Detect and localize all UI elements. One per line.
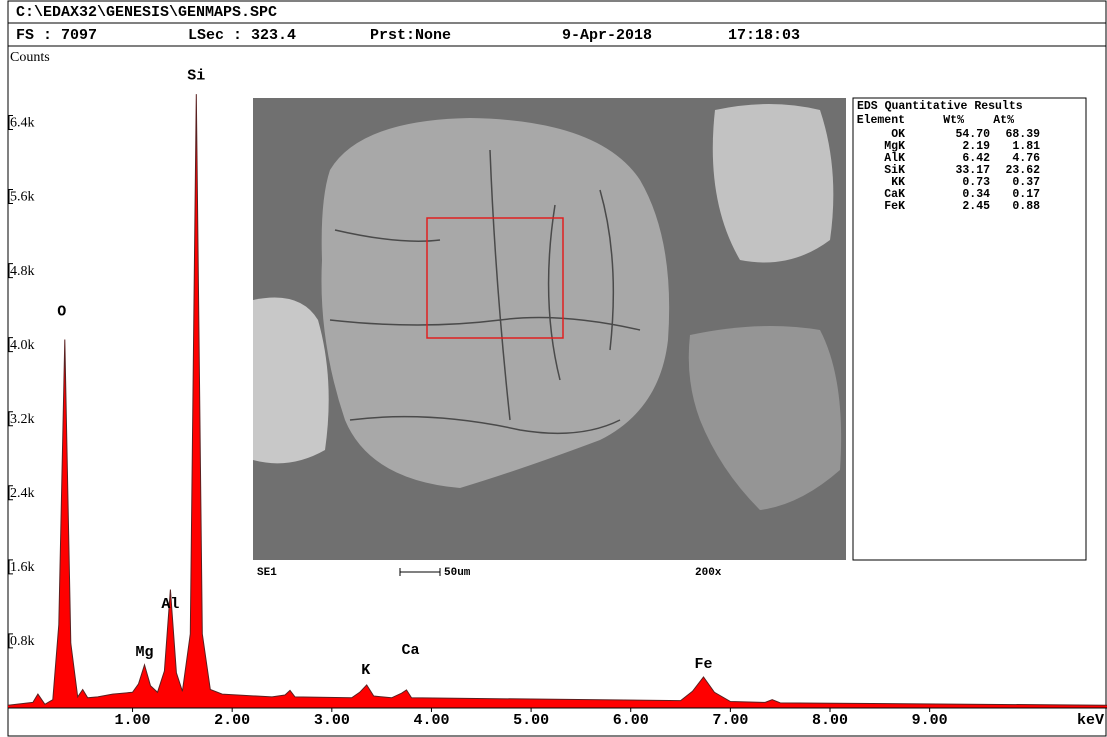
y-tick-label: 4.8k [10,264,35,279]
x-tick-label: 4.00 [413,712,449,729]
peak-label: Ca [402,642,420,659]
table-cell: 2.45 [962,200,990,213]
y-tick-label: 0.8k [10,634,35,649]
peak-label: O [57,304,66,321]
eds-window: C:\EDAX32\GENESIS\GENMAPS.SPC FS : 7097 … [0,0,1107,737]
table-cell: 0.88 [1012,200,1040,213]
y-tick-label: 2.4k [10,486,35,501]
grain-top-right [713,104,834,263]
x-axis-label: keV [1077,712,1104,729]
x-tick-label: 3.00 [314,712,350,729]
y-tick-label: 4.0k [10,338,35,353]
x-tick-label: 6.00 [613,712,649,729]
grain-left [253,298,329,464]
peak-label: Mg [135,644,153,661]
x-tick-label: 5.00 [513,712,549,729]
x-tick-label: 8.00 [812,712,848,729]
scale-label: 50um [444,567,471,579]
x-tick-label: 7.00 [712,712,748,729]
detector: SE1 [257,567,277,579]
date: 9-Apr-2018 [562,27,652,44]
peak-label: Fe [694,656,712,673]
results-title: EDS Quantitative Results [857,100,1023,113]
preset: Prst:None [370,27,451,44]
x-tick-label: 1.00 [115,712,151,729]
peak-label: Al [161,596,179,613]
x-tick-label: 2.00 [214,712,250,729]
peak-label: K [361,662,370,679]
y-axis-label: Counts [10,50,50,65]
y-tick-label: 1.6k [10,560,35,575]
y-tick-label: 5.6k [10,190,35,205]
info-bar [8,23,1106,46]
image-caption-bar [253,560,846,582]
y-tick-label: 3.2k [10,412,35,427]
y-tick-label: 6.4k [10,116,35,131]
time: 17:18:03 [728,27,800,44]
lsec: LSec : 323.4 [188,27,296,44]
x-tick-label: 9.00 [912,712,948,729]
magnification: 200x [695,567,722,579]
table-cell: FeK [884,200,905,213]
fs: FS : 7097 [16,27,97,44]
file-path: C:\EDAX32\GENESIS\GENMAPS.SPC [16,4,277,21]
column-header: At% [993,114,1014,127]
column-header: Element [857,114,905,127]
sem-image: SE1 50um 200x [253,98,846,582]
peak-label: Si [187,68,205,85]
column-header: Wt% [943,114,964,127]
